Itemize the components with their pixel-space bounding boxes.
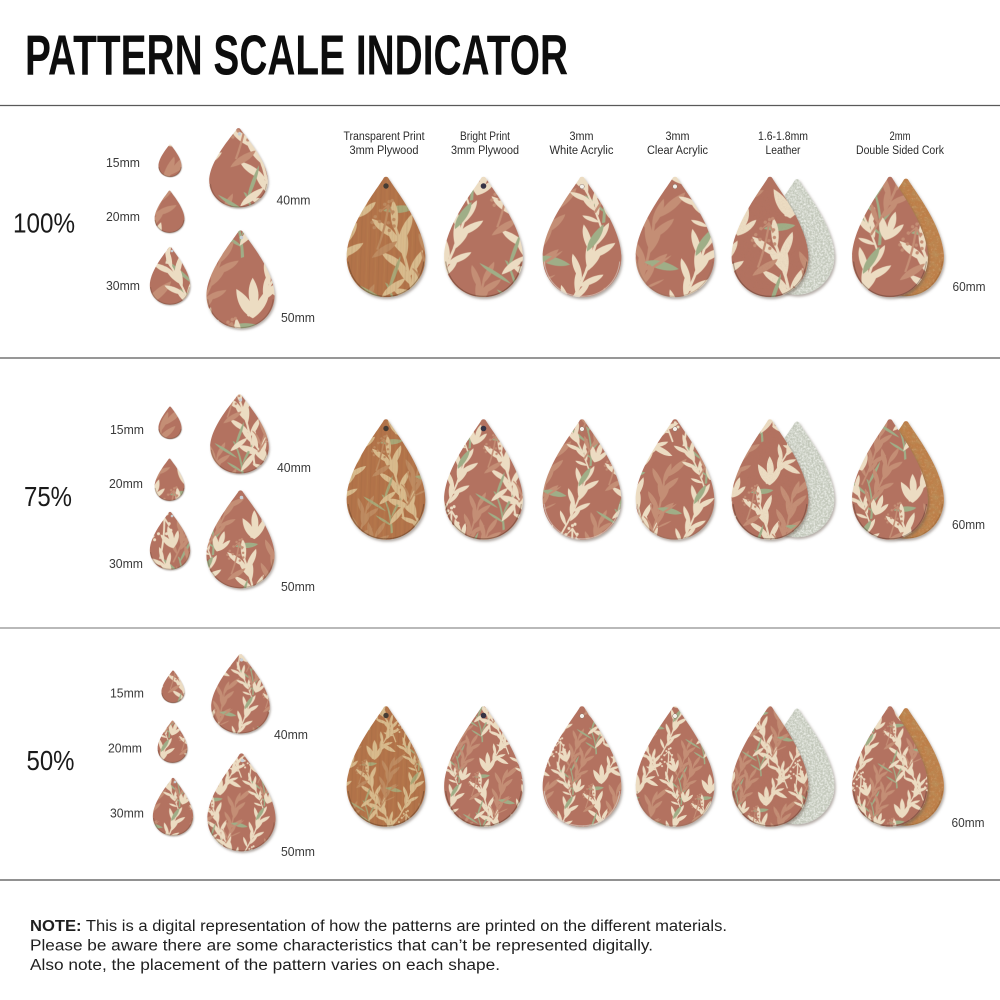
svg-text:Also note, the placement of th: Also note, the placement of the pattern …: [30, 957, 500, 974]
svg-text:50%: 50%: [27, 745, 75, 776]
svg-text:40mm: 40mm: [274, 728, 308, 742]
svg-text:15mm: 15mm: [110, 423, 144, 437]
svg-text:15mm: 15mm: [110, 687, 144, 701]
svg-text:40mm: 40mm: [277, 194, 311, 208]
svg-text:20mm: 20mm: [106, 210, 140, 224]
svg-text:Please be aware there are some: Please be aware there are some character…: [30, 938, 653, 955]
svg-text:1.6-1.8mm: 1.6-1.8mm: [758, 131, 808, 143]
svg-text:2mm: 2mm: [890, 131, 911, 143]
svg-text:15mm: 15mm: [106, 156, 140, 170]
svg-text:50mm: 50mm: [281, 311, 315, 325]
svg-text:75%: 75%: [24, 481, 72, 512]
svg-text:3mm: 3mm: [666, 131, 690, 143]
svg-text:Double Sided Cork: Double Sided Cork: [856, 145, 944, 157]
svg-text:60mm: 60mm: [953, 280, 986, 294]
svg-text:Bright Print: Bright Print: [460, 131, 511, 143]
svg-text:40mm: 40mm: [277, 461, 311, 475]
svg-text:PATTERN SCALE INDICATOR: PATTERN SCALE INDICATOR: [25, 24, 568, 87]
svg-text:50mm: 50mm: [281, 845, 315, 859]
svg-text:3mm: 3mm: [570, 131, 594, 143]
svg-text:50mm: 50mm: [281, 580, 315, 594]
svg-text:Leather: Leather: [766, 145, 801, 157]
svg-text:NOTE: This is a digital repres: NOTE: This is a digital representation o…: [30, 918, 727, 935]
svg-text:30mm: 30mm: [109, 557, 143, 571]
svg-text:3mm Plywood: 3mm Plywood: [350, 145, 419, 157]
svg-text:White Acrylic: White Acrylic: [550, 145, 614, 157]
svg-text:20mm: 20mm: [109, 477, 143, 491]
svg-text:Clear Acrylic: Clear Acrylic: [647, 145, 708, 157]
svg-text:30mm: 30mm: [110, 807, 144, 821]
svg-text:100%: 100%: [13, 208, 75, 239]
svg-text:3mm Plywood: 3mm Plywood: [451, 145, 519, 157]
svg-text:60mm: 60mm: [952, 518, 985, 532]
svg-text:30mm: 30mm: [106, 279, 140, 293]
svg-text:60mm: 60mm: [952, 816, 985, 830]
svg-text:20mm: 20mm: [108, 742, 142, 756]
svg-text:Transparent Print: Transparent Print: [344, 131, 426, 143]
